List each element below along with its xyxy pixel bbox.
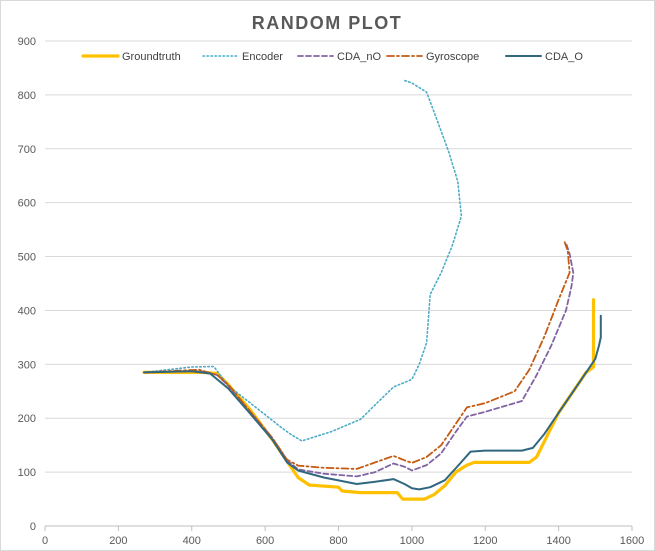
y-tick-label: 600 [18, 198, 36, 210]
legend-label: Groundtruth [122, 51, 181, 63]
y-tick-label: 700 [18, 144, 36, 156]
y-tick-label: 0 [30, 521, 36, 533]
y-tick-label: 900 [18, 36, 36, 48]
axes: 0 100 200 300 400 500 600 700 800 900 0 200 400 600 80… [18, 36, 645, 547]
legend-label: Encoder [242, 51, 283, 63]
x-tick-label: 0 [42, 535, 48, 547]
y-tick-label: 400 [18, 305, 36, 317]
x-tick-label: 200 [109, 535, 127, 547]
series-line-gyroscope [143, 239, 571, 470]
legend-label: CDA_O [545, 51, 583, 63]
x-tick-label: 400 [183, 535, 201, 547]
y-tick-label: 800 [18, 90, 36, 102]
x-tick-label: 600 [256, 535, 274, 547]
x-tick-label: 1200 [473, 535, 497, 547]
series-lines [142, 79, 602, 501]
x-tick-label: 1400 [546, 535, 570, 547]
legend-label: Gyroscope [426, 51, 479, 63]
chart-title: RANDOM PLOT [252, 13, 403, 33]
series-line-encoder [143, 79, 463, 442]
y-tick-label: 200 [18, 413, 36, 425]
legend-label: CDA_nO [337, 51, 381, 63]
x-tick-label: 1600 [620, 535, 644, 547]
y-tick-label: 300 [18, 359, 36, 371]
x-tick-label: 1000 [400, 535, 424, 547]
grid-lines [45, 40, 632, 473]
series-line-cda-no [143, 242, 575, 478]
series-line-cda-o [143, 314, 602, 491]
y-tick-label: 100 [18, 467, 36, 479]
x-tick-label: 800 [329, 535, 347, 547]
legend: Groundtruth Encoder CDA_nO Gyroscope CDA_O [81, 51, 583, 63]
y-tick-label: 500 [18, 252, 36, 264]
